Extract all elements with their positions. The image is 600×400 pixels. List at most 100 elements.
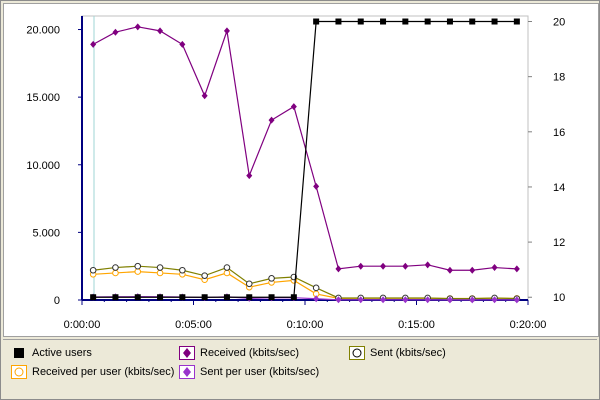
legend-label: Received per user (kbits/sec) — [32, 366, 175, 378]
data-point-received-per-user-kbits-sec — [134, 268, 142, 275]
data-point-sent-per-user-kbits-sec — [380, 296, 387, 304]
data-point-active-users — [513, 18, 520, 25]
square-black-icon — [14, 348, 24, 358]
data-point-received-kbits-sec — [402, 262, 409, 270]
data-point-active-users — [112, 294, 119, 301]
y-left-tick-label: 5.000 — [32, 227, 60, 239]
tick-labels: 20.000 15.000 10.000 5.000 0 20 18 16 14 12 10 0:00… — [26, 17, 565, 331]
data-point-sent-per-user-kbits-sec — [513, 296, 520, 304]
data-point-active-users — [335, 18, 342, 25]
legend-label: Received (kbits/sec) — [200, 347, 300, 359]
legend-item-active-users: Active users — [11, 346, 92, 360]
data-point-received-kbits-sec — [380, 262, 387, 270]
data-point-received-kbits-sec — [424, 261, 431, 269]
data-point-received-kbits-sec — [491, 264, 498, 272]
data-point-sent-kbits-sec — [112, 264, 119, 271]
data-point-active-users — [157, 294, 164, 301]
data-point-sent-kbits-sec — [312, 284, 320, 292]
y-left-tick-label: 0 — [54, 295, 60, 307]
data-point-received-kbits-sec — [179, 40, 186, 48]
data-point-received-kbits-sec — [357, 262, 364, 270]
data-point-active-users — [268, 294, 275, 301]
data-point-sent-per-user-kbits-sec — [357, 296, 364, 304]
data-point-received-kbits-sec — [134, 23, 141, 31]
data-point-received-kbits-sec — [268, 116, 275, 124]
data-point-active-users — [380, 18, 387, 25]
data-point-sent-kbits-sec — [245, 280, 253, 288]
x-tick-label: 0:20:00 — [510, 319, 547, 331]
data-point-active-users — [179, 294, 186, 301]
data-point-sent-per-user-kbits-sec — [335, 296, 342, 304]
data-point-received-kbits-sec — [513, 265, 520, 273]
data-point-received-kbits-sec — [201, 92, 208, 100]
series-line-active-users — [93, 20, 517, 298]
data-point-sent-kbits-sec — [134, 262, 142, 270]
data-point-received-kbits-sec — [112, 28, 119, 36]
data-point-received-kbits-sec — [335, 265, 342, 273]
data-point-sent-per-user-kbits-sec — [469, 296, 476, 304]
line-chart: 20.000 15.000 10.000 5.000 0 20 18 16 14 12 10 0:00… — [26, 15, 565, 331]
x-tick-label: 0:10:00 — [287, 319, 324, 331]
y-right-tick-label: 12 — [553, 237, 565, 249]
data-point-sent-kbits-sec — [201, 272, 208, 279]
data-point-sent-per-user-kbits-sec — [313, 295, 320, 303]
data-point-received-per-user-kbits-sec — [223, 269, 231, 277]
x-tick-label: 0:05:00 — [175, 319, 212, 331]
plot-panel: 20.000 15.000 10.000 5.000 0 20 18 16 14 12 10 0:00… — [3, 3, 599, 337]
data-point-active-users — [469, 18, 476, 25]
y-left-tick-label: 15.000 — [26, 92, 60, 104]
y-right-tick-label: 18 — [553, 72, 565, 84]
data-point-active-users — [357, 18, 364, 25]
diamond-violet-icon — [179, 365, 195, 379]
data-point-active-users — [134, 294, 141, 301]
y-right-tick-label: 16 — [553, 127, 565, 139]
data-point-sent-per-user-kbits-sec — [402, 296, 409, 304]
data-point-sent-kbits-sec — [156, 264, 164, 271]
data-point-active-users — [424, 18, 431, 25]
data-point-received-kbits-sec — [246, 172, 253, 180]
data-point-active-users — [90, 294, 97, 301]
legend-label: Sent per user (kbits/sec) — [200, 366, 320, 378]
data-point-active-users — [446, 18, 453, 25]
diamond-purple-icon — [179, 346, 195, 360]
x-tick-label: 0:00:00 — [64, 319, 101, 331]
data-point-sent-per-user-kbits-sec — [424, 296, 431, 304]
data-point-active-users — [223, 294, 230, 301]
data-point-active-users — [290, 294, 297, 301]
x-tick-label: 0:15:00 — [398, 319, 435, 331]
data-point-sent-per-user-kbits-sec — [446, 296, 453, 304]
y-right-tick-label: 14 — [553, 182, 565, 194]
data-point-active-users — [246, 294, 253, 301]
data-point-sent-kbits-sec — [179, 266, 186, 274]
data-point-active-users — [201, 294, 208, 301]
legend-label: Sent (kbits/sec) — [370, 347, 446, 359]
legend-item-received: Received (kbits/sec) — [179, 346, 299, 360]
legend-item-sent: Sent (kbits/sec) — [349, 346, 446, 360]
data-point-received-kbits-sec — [223, 27, 230, 35]
series-line-received-kbits-sec — [92, 26, 517, 271]
data-point-received-kbits-sec — [446, 266, 453, 274]
legend-item-received-per-user: Received per user (kbits/sec) — [11, 365, 174, 379]
y-left-tick-label: 10.000 — [26, 160, 60, 172]
data-point-received-kbits-sec — [469, 266, 476, 274]
data-point-sent-kbits-sec — [223, 264, 231, 271]
series-line-sent-kbits-sec — [93, 265, 517, 300]
series-layer — [89, 18, 521, 304]
data-point-sent-kbits-sec — [268, 275, 275, 282]
data-point-received-kbits-sec — [90, 40, 97, 48]
legend-item-sent-per-user: Sent per user (kbits/sec) — [179, 365, 319, 379]
data-point-received-per-user-kbits-sec — [112, 269, 119, 277]
data-point-received-kbits-sec — [313, 182, 320, 190]
legend: Active users Received (kbits/sec) Sent (… — [3, 339, 597, 398]
data-point-sent-kbits-sec — [89, 266, 97, 274]
y-right-tick-label: 10 — [553, 292, 565, 304]
data-point-active-users — [491, 18, 498, 25]
data-point-sent-per-user-kbits-sec — [491, 296, 498, 304]
data-point-active-users — [313, 18, 320, 25]
legend-label: Active users — [32, 347, 92, 359]
data-point-received-kbits-sec — [290, 103, 297, 111]
data-point-active-users — [402, 18, 409, 25]
data-point-received-kbits-sec — [157, 27, 164, 35]
data-point-received-per-user-kbits-sec — [156, 269, 164, 277]
